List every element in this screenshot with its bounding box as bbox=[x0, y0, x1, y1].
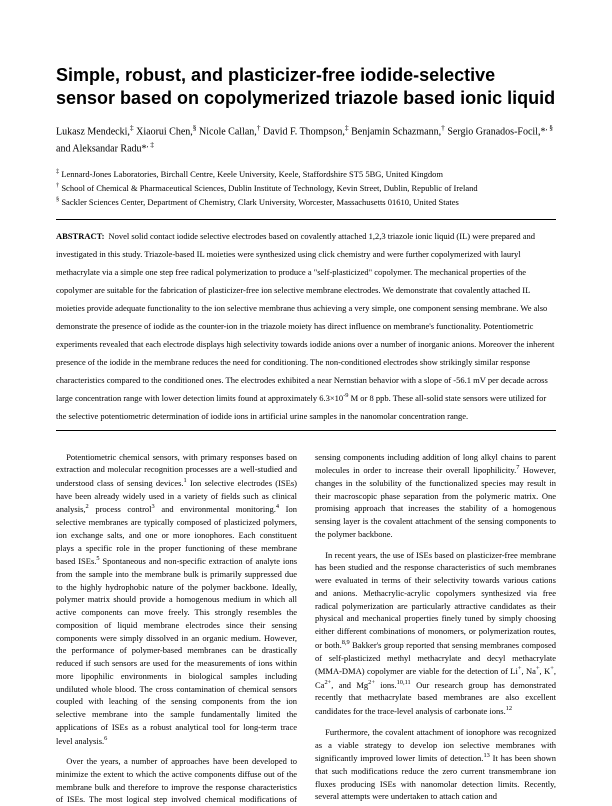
affiliation-line: † School of Chemical & Pharmaceutical Sc… bbox=[56, 181, 556, 195]
paper-title: Simple, robust, and plasticizer-free iod… bbox=[56, 64, 556, 109]
affiliations: ‡ Lennard-Jones Laboratories, Birchall C… bbox=[56, 167, 556, 209]
body-columns: Potentiometric chemical sensors, with pr… bbox=[56, 451, 556, 806]
author-list: Lukasz Mendecki,‡ Xiaorui Chen,§ Nicole … bbox=[56, 123, 556, 157]
body-paragraph: Potentiometric chemical sensors, with pr… bbox=[56, 451, 297, 748]
affiliation-line: § Sackler Sciences Center, Department of… bbox=[56, 195, 556, 209]
affiliation-line: ‡ Lennard-Jones Laboratories, Birchall C… bbox=[56, 167, 556, 181]
body-paragraph: In recent years, the use of ISEs based o… bbox=[315, 549, 556, 718]
abstract-block: ABSTRACT: Novel solid contact iodide sel… bbox=[56, 219, 556, 431]
abstract-label: ABSTRACT: bbox=[56, 231, 105, 241]
abstract-text: Novel solid contact iodide selective ele… bbox=[56, 231, 554, 421]
